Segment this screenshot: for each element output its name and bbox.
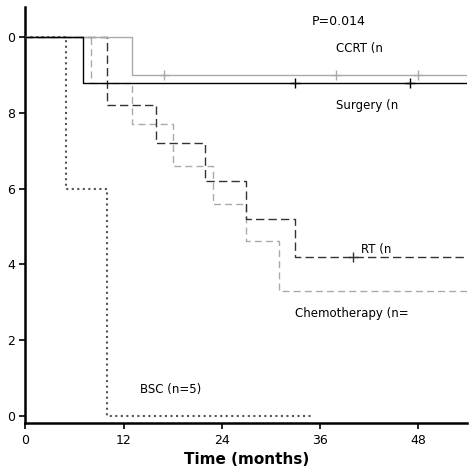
X-axis label: Time (months): Time (months) [183,452,309,467]
Text: RT (n: RT (n [361,243,391,255]
Text: Surgery (n: Surgery (n [336,99,399,112]
Text: Chemotherapy (n=: Chemotherapy (n= [295,307,409,320]
Text: P=0.014: P=0.014 [311,15,365,27]
Text: CCRT (n: CCRT (n [336,42,383,55]
Text: BSC (n=5): BSC (n=5) [140,383,201,395]
